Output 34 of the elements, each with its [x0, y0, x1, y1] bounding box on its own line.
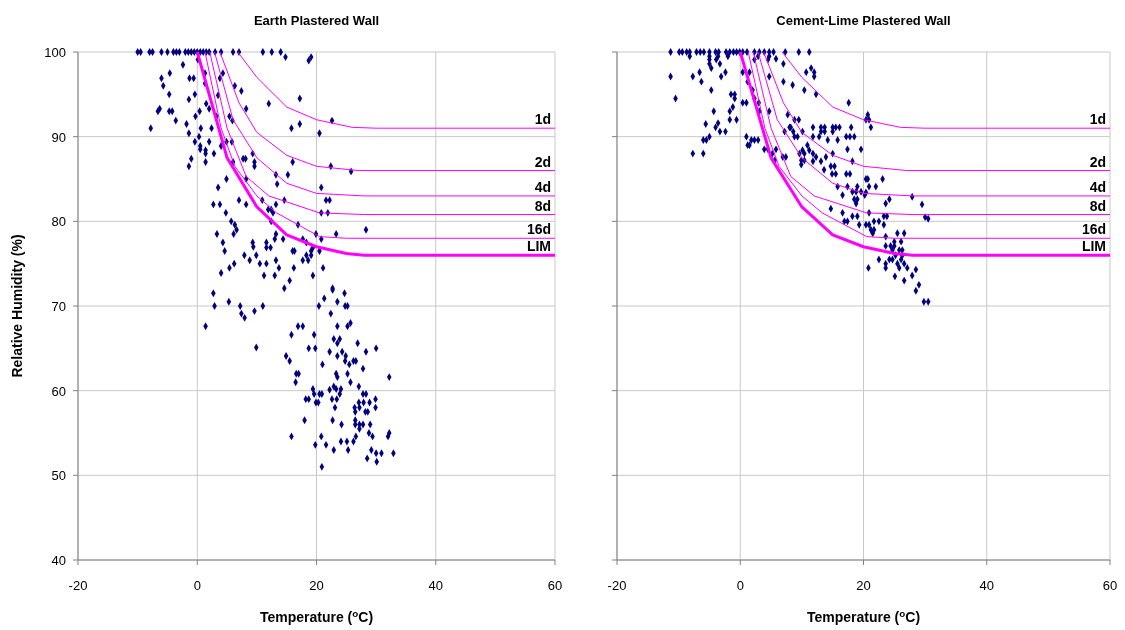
series-label: 1d	[534, 111, 551, 128]
x-tick-label: 60	[547, 578, 563, 593]
y-tick-label: 60	[51, 383, 66, 399]
series-label: 2d	[1089, 153, 1106, 170]
y-tick-label: 100	[44, 45, 66, 60]
x-tick-label: -20	[68, 578, 88, 593]
series-label: LIM	[526, 238, 551, 255]
series-label: 2d	[534, 153, 551, 170]
x-tick-label: 0	[736, 578, 744, 593]
series-label: LIM	[1081, 238, 1106, 255]
y-tick-label: 80	[51, 214, 66, 230]
series-label: 1d	[1089, 111, 1106, 128]
chart-title: Earth Plastered Wall	[253, 13, 380, 28]
y-tick-label: 90	[51, 129, 66, 145]
y-axis-title: Relative Humidity (%)	[9, 234, 25, 378]
y-tick-label: 70	[51, 299, 66, 314]
x-tick-label: -20	[607, 578, 627, 593]
x-tick-label: 20	[856, 578, 871, 593]
x-tick-label: 40	[428, 578, 443, 593]
series-label: 8d	[534, 197, 551, 214]
series-label: 4d	[1089, 178, 1106, 195]
series-label: 16d	[526, 221, 551, 238]
y-tick-label: 40	[51, 553, 66, 568]
x-tick-label: 60	[1102, 578, 1118, 593]
x-tick-label: 0	[193, 578, 201, 593]
y-tick-label: 50	[51, 468, 66, 484]
x-axis-title: Temperature ($^{o}$C)	[259, 607, 374, 625]
series-label: 16d	[1081, 221, 1106, 238]
series-label: 8d	[1089, 197, 1106, 214]
x-tick-label: 20	[309, 578, 324, 593]
chart-title: Cement-Lime Plastered Wall	[776, 13, 951, 28]
series-label: 4d	[534, 178, 551, 195]
x-tick-label: 40	[979, 578, 994, 593]
x-axis-title: Temperature ($^{o}$C)	[806, 607, 921, 625]
